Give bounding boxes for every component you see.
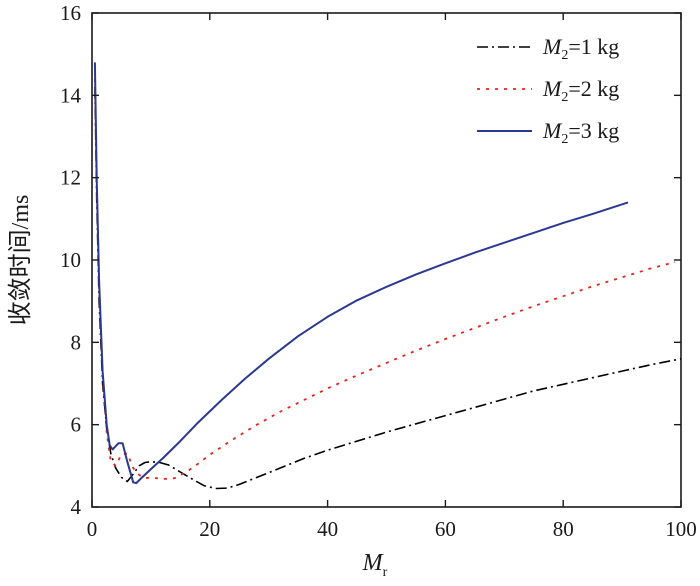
legend-label-m2-3kg: M2=3 kg (542, 118, 619, 147)
x-tick-label: 100 (665, 517, 697, 541)
x-tick-label: 80 (553, 517, 574, 541)
y-tick-label: 10 (60, 248, 81, 272)
y-tick-label: 4 (71, 495, 82, 519)
series-line-2 (93, 62, 629, 485)
x-tick-label: 20 (199, 517, 220, 541)
y-tick-label: 8 (71, 330, 82, 354)
y-tick-label: 12 (60, 166, 81, 190)
y-axis-label: 收敛时间/ms (7, 195, 34, 326)
series-line-0 (94, 87, 682, 490)
series-group (93, 62, 682, 490)
y-tick-label: 14 (60, 83, 82, 107)
legend-label-m2-2kg: M2=2 kg (542, 76, 619, 105)
x-tick-label: 60 (435, 517, 456, 541)
x-tick-label: 0 (87, 517, 98, 541)
x-axis-label: Mr (362, 550, 388, 580)
legend: M2=1 kg M2=2 kg M2=3 kg (477, 34, 619, 147)
legend-label-m2-1kg: M2=1 kg (542, 34, 619, 63)
series-line-1 (94, 78, 676, 480)
y-tick-label: 16 (60, 1, 81, 25)
x-tick-label: 40 (317, 517, 338, 541)
y-tick-label: 6 (71, 413, 82, 437)
ticks-group: 0 20 40 60 80 100 4 6 8 10 12 14 16 (60, 1, 697, 541)
